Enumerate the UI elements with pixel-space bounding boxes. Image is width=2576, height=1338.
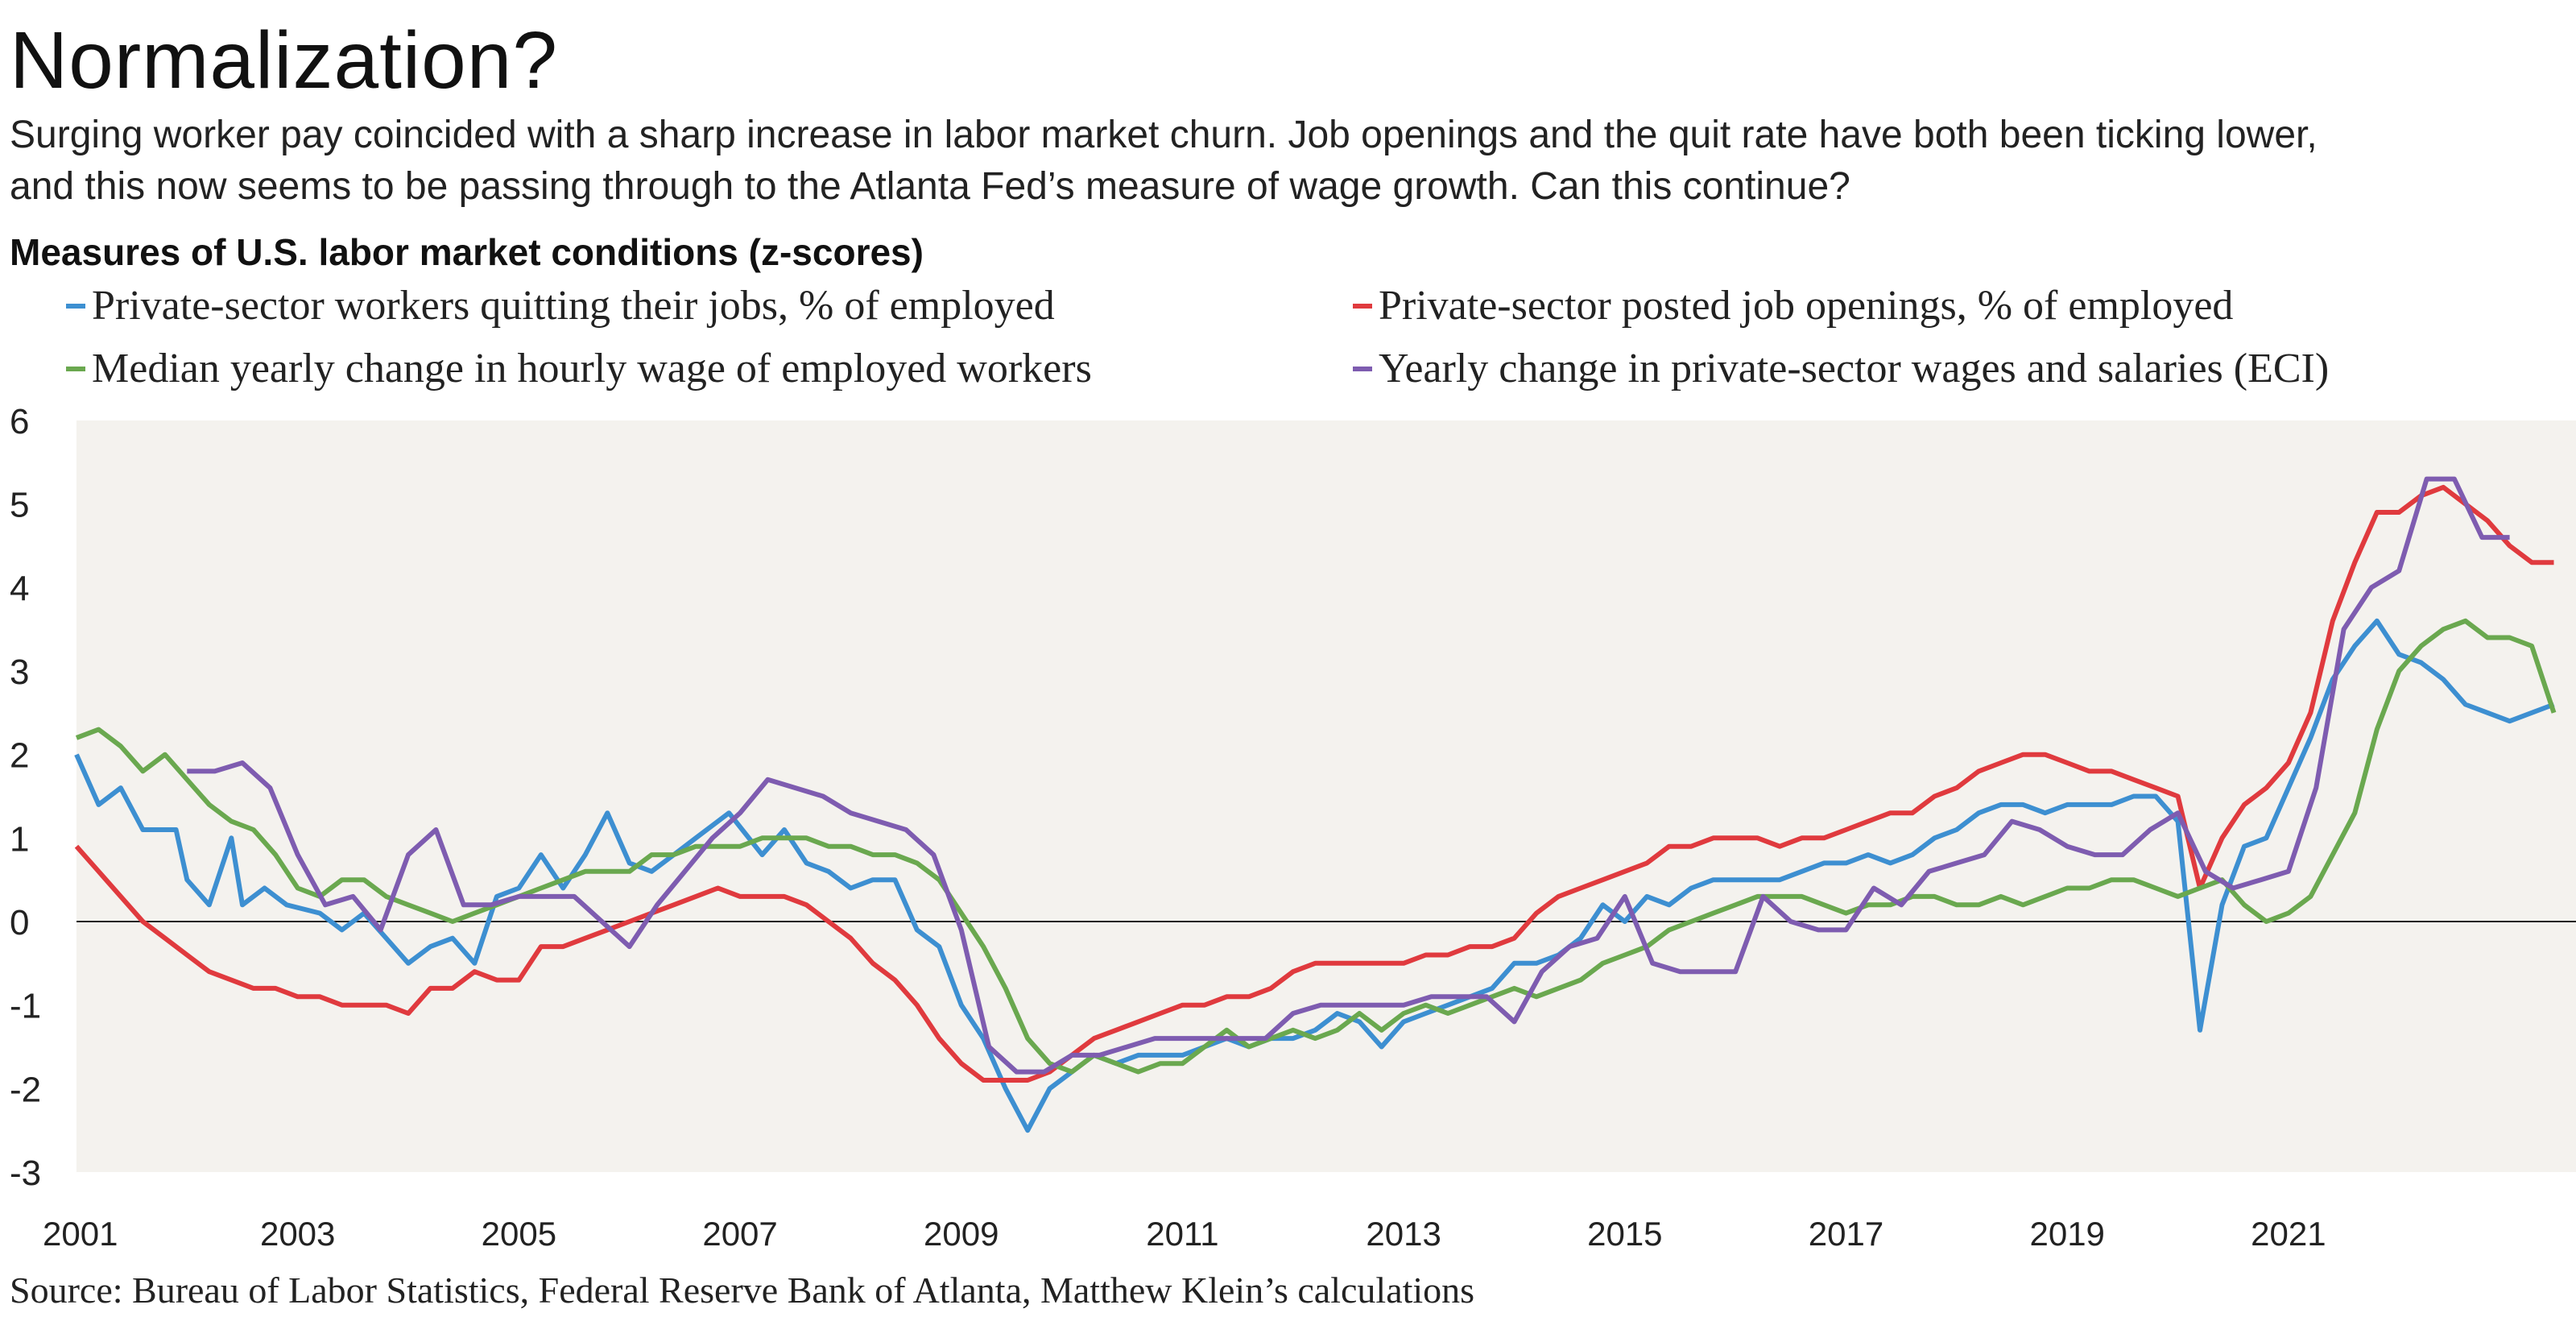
y-tick-label: 6 — [10, 402, 29, 441]
x-tick-label: 2021 — [2251, 1215, 2326, 1253]
series-line-openings — [74, 484, 2554, 1083]
subtitle-line-2: and this now seems to be passing through… — [10, 165, 1850, 208]
x-tick-label: 2017 — [1809, 1215, 1883, 1253]
x-axis-ticks: 2001 2003 2005 2007 2009 2011 2013 2015 2017 2019… — [43, 1215, 2326, 1253]
legend-swatch-quits — [66, 304, 85, 309]
series-lines — [74, 476, 2557, 1133]
x-tick-label: 2007 — [702, 1215, 777, 1253]
legend-item-eci: Yearly change in private-sector wages an… — [1353, 345, 2329, 392]
y-tick-label: 1 — [10, 819, 29, 859]
legend-swatch-atlanta-wage — [66, 367, 85, 372]
page-title: Normalization? — [10, 15, 558, 106]
legend-item-atlanta-wage: Median yearly change in hourly wage of e… — [66, 345, 1092, 392]
plot-area — [76, 420, 2576, 1172]
legend-swatch-eci — [1353, 367, 1372, 372]
y-tick-label: -1 — [10, 987, 41, 1026]
y-tick-label: 5 — [10, 486, 29, 525]
y-tick-label: 4 — [10, 569, 29, 608]
x-tick-label: 2011 — [1146, 1215, 1218, 1253]
x-tick-label: 2003 — [260, 1215, 335, 1253]
legend-label-openings: Private-sector posted job openings, % of… — [1379, 283, 2234, 329]
x-tick-label: 2009 — [924, 1215, 999, 1253]
subtitle: Surging worker pay coincided with a shar… — [10, 110, 2562, 213]
x-tick-label: 2001 — [43, 1215, 118, 1253]
y-tick-label: 0 — [10, 903, 29, 942]
y-tick-label: -3 — [10, 1154, 41, 1193]
legend-swatch-openings — [1353, 304, 1372, 309]
x-tick-label: 2013 — [1366, 1215, 1441, 1253]
x-tick-label: 2019 — [2029, 1215, 2104, 1253]
source-note: Source: Bureau of Labor Statistics, Fede… — [10, 1270, 1475, 1311]
chart-title: Measures of U.S. labor market conditions… — [10, 231, 924, 273]
series-line-quits — [74, 618, 2555, 1133]
y-tick-label: 3 — [10, 652, 29, 692]
y-tick-label: 2 — [10, 736, 29, 776]
x-tick-label: 2015 — [1587, 1215, 1662, 1253]
y-axis-ticks: 6 5 4 3 2 1 0 -1 -2 -3 — [10, 402, 41, 1193]
legend-label-quits: Private-sector workers quitting their jo… — [92, 283, 1055, 329]
x-tick-label: 2005 — [482, 1215, 556, 1253]
series-line-eci — [187, 476, 2510, 1075]
legend-item-openings: Private-sector posted job openings, % of… — [1353, 282, 2233, 329]
subtitle-line-1: Surging worker pay coincided with a shar… — [10, 114, 2318, 156]
legend-label-eci: Yearly change in private-sector wages an… — [1379, 346, 2330, 391]
legend-label-atlanta-wage: Median yearly change in hourly wage of e… — [92, 346, 1092, 391]
legend-item-quits: Private-sector workers quitting their jo… — [66, 282, 1055, 329]
y-tick-label: -2 — [10, 1070, 41, 1109]
series-line-atlanta-wage — [75, 618, 2557, 1075]
